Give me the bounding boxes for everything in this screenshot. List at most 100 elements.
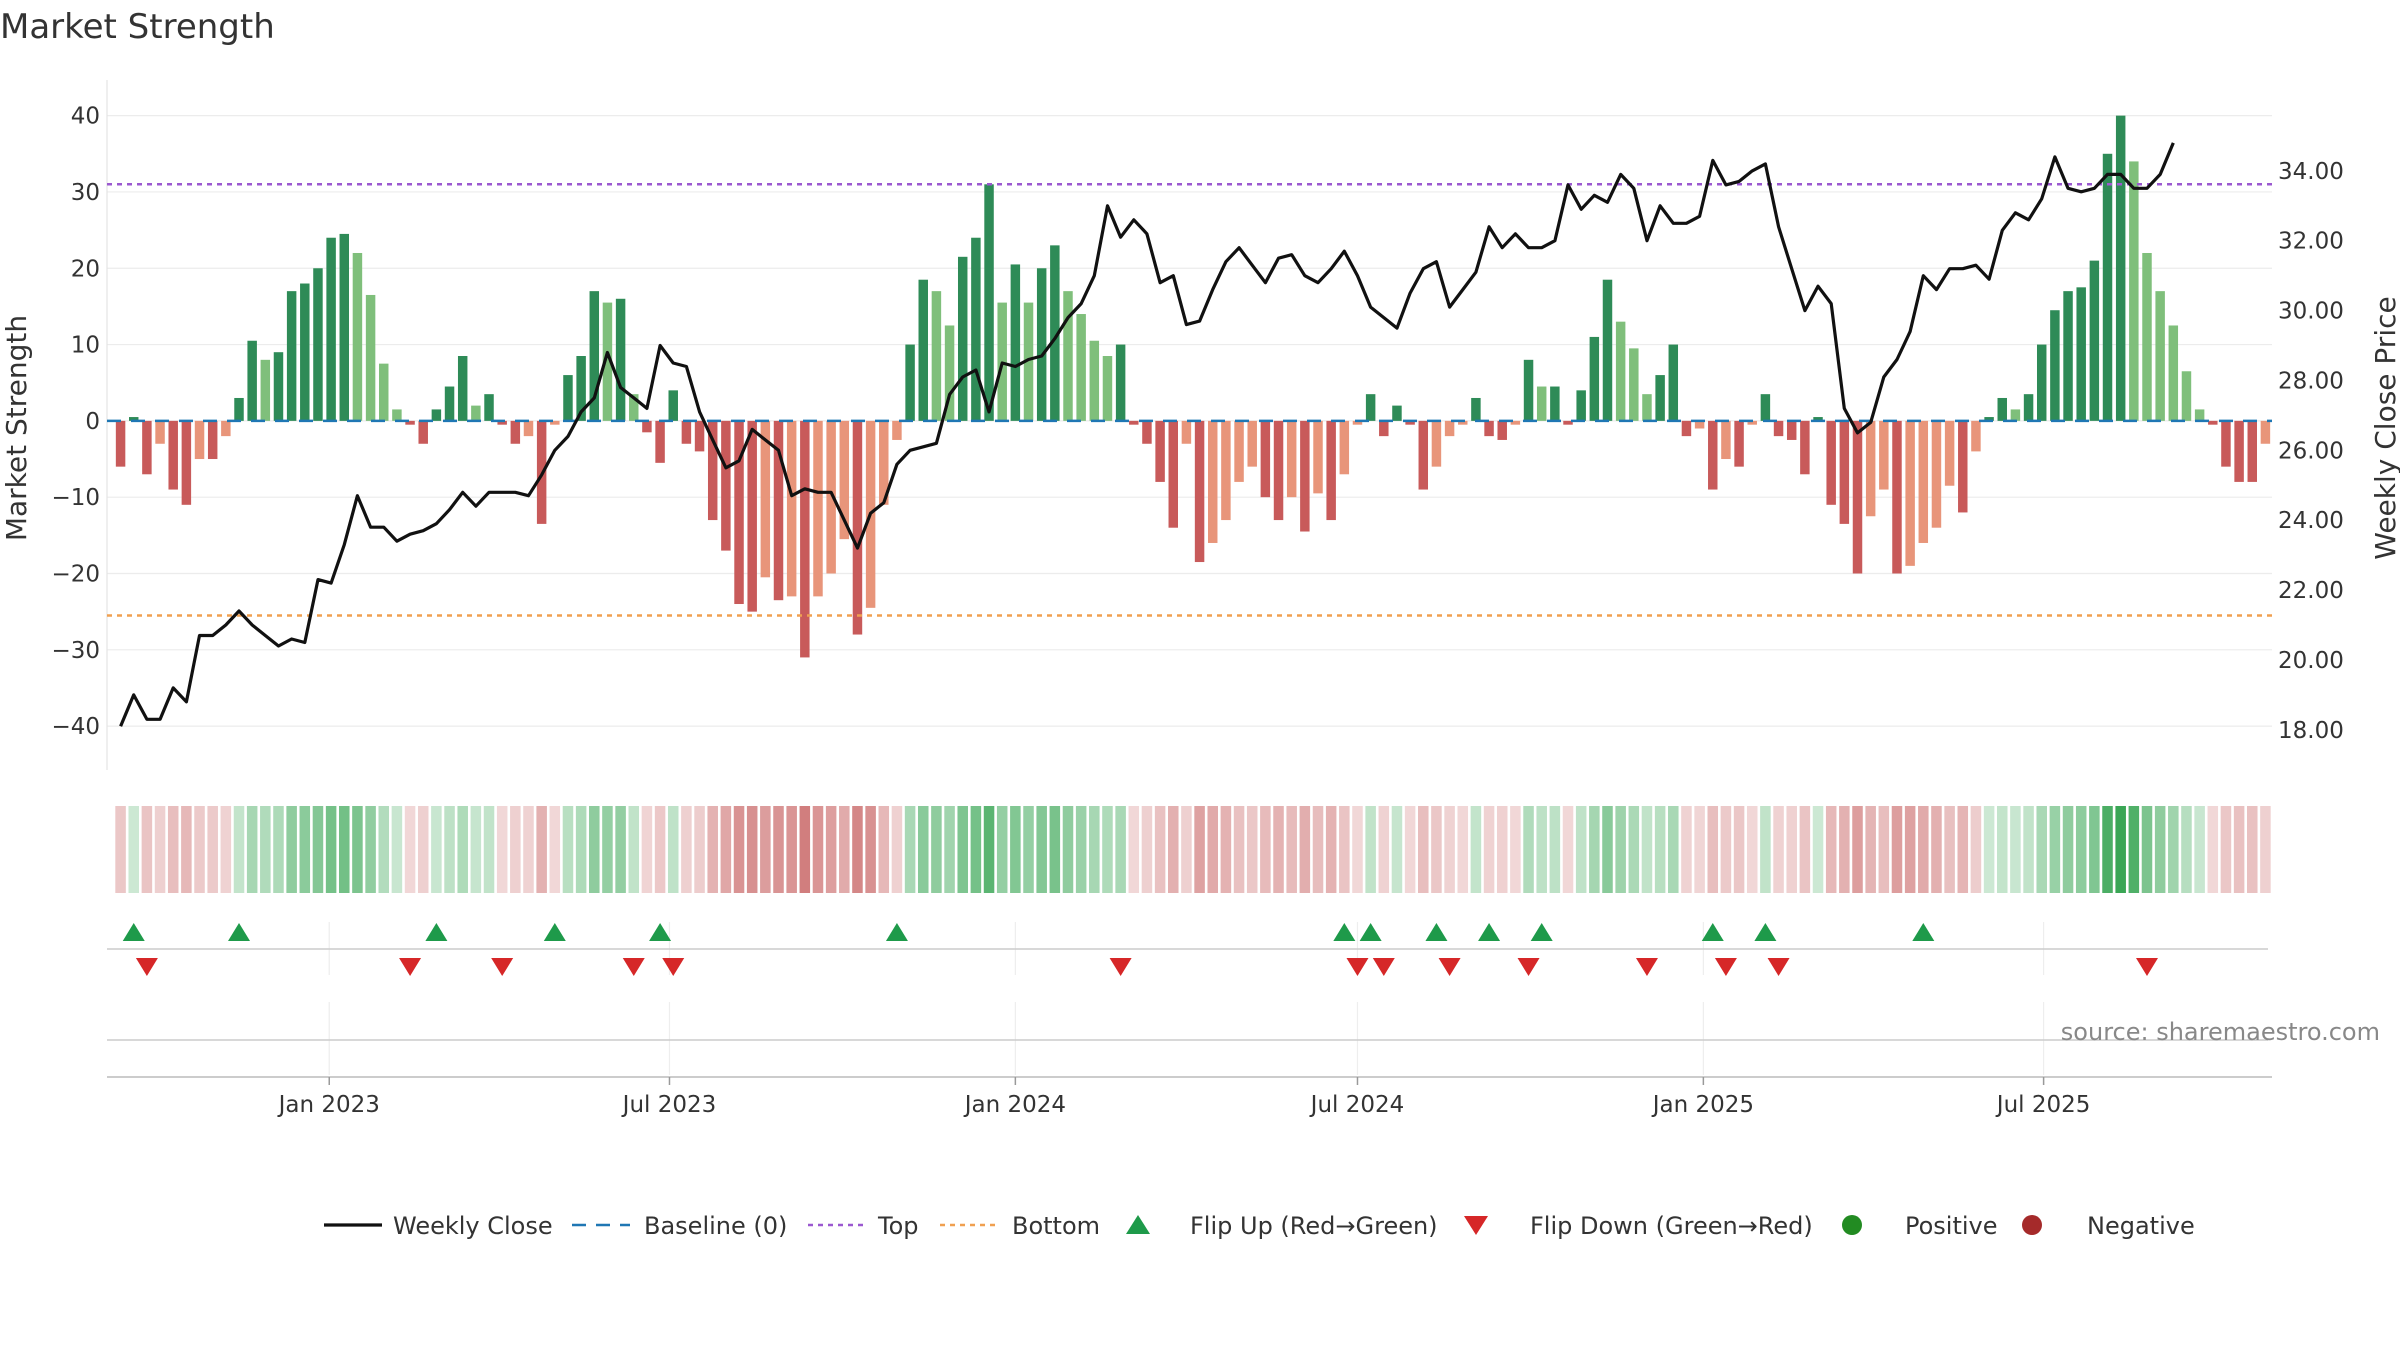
heat-cell (707, 806, 718, 893)
heat-cell (2233, 806, 2245, 893)
strength-bar (181, 420, 192, 505)
strength-bar (1879, 420, 1889, 490)
strength-bar (2168, 325, 2179, 421)
strength-bar (2115, 115, 2126, 421)
strength-bar (984, 184, 994, 421)
heat-cell (1918, 806, 1929, 893)
strength-bar (2155, 291, 2165, 421)
heat-cell (1141, 806, 1153, 893)
strength-bar (1379, 420, 1389, 437)
y-tick-label-right: 22.00 (2278, 578, 2344, 604)
x-tick-label: Jul 2024 (1309, 1092, 1405, 1118)
strength-bar (339, 233, 350, 421)
y-tick-label-left: 30 (71, 180, 100, 206)
heat-cell (1457, 806, 1469, 893)
strength-bar (1997, 397, 2007, 421)
flip-down-marker (662, 958, 685, 976)
strength-bar (1194, 420, 1205, 563)
heat-cell (891, 806, 903, 893)
heat-cell (1812, 806, 1824, 893)
flip-up-marker (1359, 923, 1382, 941)
heat-cell (852, 806, 863, 893)
heat-cell (667, 806, 679, 893)
y-tick-label-right: 20.00 (2278, 648, 2344, 674)
heat-cell (181, 806, 192, 893)
heat-cell (1510, 806, 1521, 893)
heat-cell (273, 806, 284, 893)
heat-cell (878, 806, 890, 893)
heat-cell (1891, 806, 1903, 893)
strength-bar (563, 375, 573, 421)
heat-cell (773, 806, 784, 893)
heat-cell (207, 806, 218, 893)
x-axis: Jan 2023 Jul 2023 Jan 2024 Jul 2024 Jan 2025… (277, 1077, 2090, 1118)
strength-bar (642, 420, 652, 433)
y-tick-label-left: 20 (71, 256, 100, 282)
strength-bar (1458, 420, 1468, 425)
heat-cell (1023, 806, 1034, 893)
strength-bar (2063, 291, 2073, 421)
strength-bar (1023, 302, 1034, 421)
strength-bar (1721, 420, 1731, 460)
heat-cell (641, 806, 653, 893)
strength-bar (2247, 420, 2257, 482)
y-tick-label-right: 18.00 (2278, 718, 2344, 744)
heat-cell (1049, 806, 1061, 893)
heat-cell (2102, 806, 2113, 893)
flip-up-marker (122, 923, 145, 941)
heat-cell (2154, 806, 2166, 893)
strength-bar (194, 420, 205, 460)
flip-up-marker (543, 923, 566, 941)
strength-bar (1260, 420, 1271, 498)
strength-bar (1286, 420, 1297, 498)
heat-cell (746, 806, 758, 893)
strength-bar (431, 409, 442, 421)
heat-cell (1181, 806, 1192, 893)
heat-cell (246, 806, 258, 893)
heat-cell (2128, 806, 2140, 893)
strength-bar (918, 279, 928, 421)
heat-cell (1115, 806, 1126, 893)
strength-heat-strip (115, 806, 2271, 893)
strength-bar (576, 356, 586, 421)
main-panel: 40 30 20 10 0 −10 −20 −30 −40 34.00 32.00 30.00 28.… (0, 80, 2400, 770)
strength-bar (747, 420, 757, 612)
heat-cell (983, 806, 995, 893)
strength-bar (379, 363, 389, 421)
heat-cell (904, 806, 916, 893)
legend-label: Weekly Close (393, 1212, 553, 1240)
bottom-empty-panel (107, 1002, 2272, 1078)
heat-cell (1312, 806, 1324, 893)
heat-cell (1536, 806, 1547, 893)
strength-bar (1681, 420, 1692, 437)
strength-bar (1339, 420, 1350, 475)
y-axis-label-left: Market Strength (0, 315, 33, 541)
strength-bar (2208, 420, 2218, 425)
heat-cell (786, 806, 797, 893)
strength-bar (1550, 386, 1560, 421)
strength-bar (1655, 375, 1665, 421)
heat-cell (496, 806, 508, 893)
flip-down-marker (1109, 958, 1132, 976)
strength-bar (2194, 409, 2205, 421)
heat-cell (483, 806, 495, 893)
heat-cell (378, 806, 390, 893)
heat-cell (167, 806, 179, 893)
heat-cell (575, 806, 587, 893)
heat-cell (549, 806, 561, 893)
heat-cell (2075, 806, 2087, 893)
flip-down-marker (1346, 958, 1369, 976)
strength-bar (129, 417, 139, 421)
flip-down-marker (1438, 958, 1461, 976)
strength-bar (629, 394, 639, 421)
heat-cell (1062, 806, 1074, 893)
strength-bar (2260, 420, 2271, 444)
strength-bar (1142, 420, 1152, 444)
strength-bar (892, 420, 902, 440)
heat-cell (2115, 806, 2126, 893)
strength-bar (1471, 397, 1481, 421)
strength-bar (1944, 420, 1955, 486)
heat-cell (1167, 806, 1179, 893)
heat-cell (2023, 806, 2034, 893)
